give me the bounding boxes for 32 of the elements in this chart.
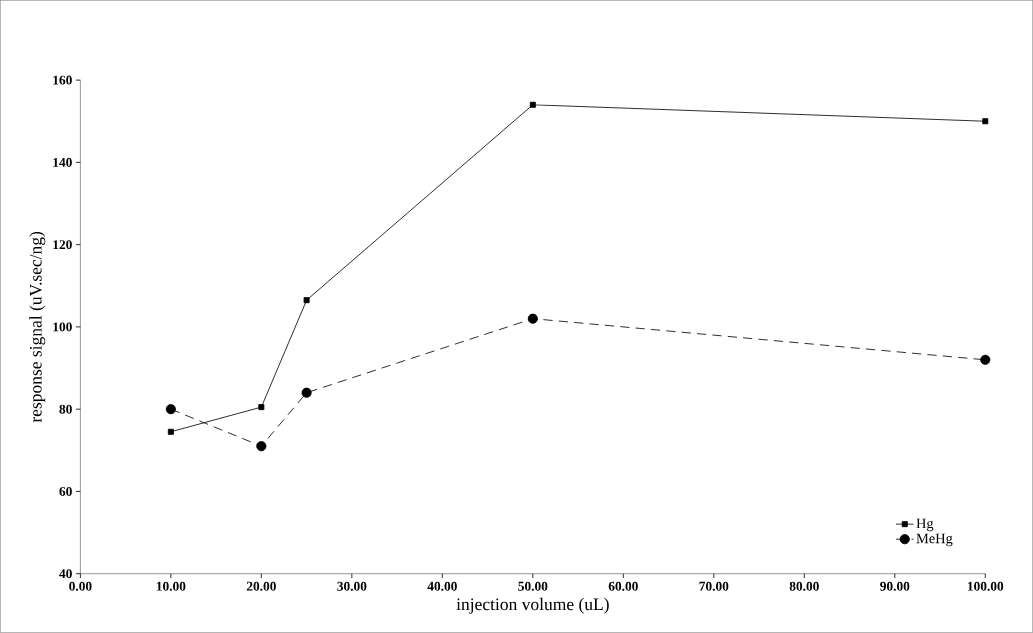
x-tick-label: 30.00 — [337, 581, 367, 591]
point — [258, 404, 265, 411]
point — [980, 354, 991, 365]
point — [982, 118, 989, 125]
x-tick-label: 80.00 — [789, 581, 819, 591]
point — [165, 404, 176, 415]
x-tick-label: 100.00 — [967, 581, 1004, 591]
point — [529, 101, 536, 108]
x-tick-label: 20.00 — [246, 581, 276, 591]
point — [301, 387, 312, 398]
y-tick-label: 80 — [59, 404, 72, 414]
y-tick-label: 100 — [53, 322, 72, 332]
legend-label: Hg — [916, 518, 934, 532]
point — [256, 441, 267, 452]
x-tick-label: 90.00 — [880, 581, 910, 591]
point — [167, 428, 174, 435]
x-tick-label: 0.00 — [69, 581, 92, 591]
y-tick-label: 140 — [53, 157, 72, 167]
x-tick-label: 50.00 — [518, 581, 548, 591]
y-tick-label: 40 — [59, 569, 72, 579]
point — [303, 297, 310, 304]
y-tick-label: 160 — [53, 75, 72, 85]
x-tick-label: 70.00 — [699, 581, 729, 591]
legend-label: MeHg — [916, 533, 953, 547]
x-tick-label: 60.00 — [608, 581, 638, 591]
x-axis-title: injection volume (uL) — [456, 597, 609, 614]
point — [527, 313, 538, 324]
x-tick-label: 10.00 — [156, 581, 186, 591]
x-tick-label: 40.00 — [427, 581, 457, 591]
y-axis-title: response signal (uV.sec/ng) — [29, 232, 46, 423]
y-tick-label: 120 — [53, 240, 72, 250]
y-tick-label: 60 — [59, 487, 72, 497]
